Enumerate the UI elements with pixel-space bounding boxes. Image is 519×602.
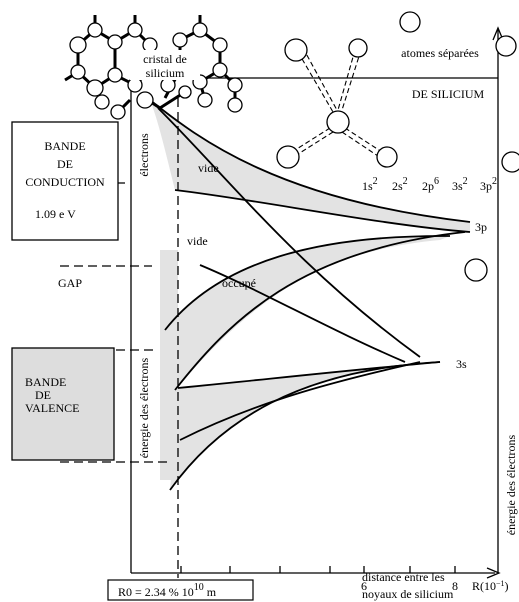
orbital-base: 2s [392, 179, 403, 193]
orbital-sup: 2 [492, 176, 497, 187]
energy-curves [149, 99, 471, 491]
valence-label: VALENCE [25, 401, 79, 415]
orbital-base: 3s [452, 179, 463, 193]
region-label: vide [198, 161, 219, 175]
energy-label: énergie des électrons [504, 434, 518, 535]
orbital-sup: 2 [463, 176, 468, 187]
crystal-label: cristal de [143, 52, 187, 66]
separated-atoms [276, 11, 519, 282]
gap-label: GAP [58, 276, 82, 290]
x-tick-label: 8 [452, 579, 458, 593]
orbital-base: 3p [480, 179, 492, 193]
region-label: occupé [222, 276, 256, 290]
region-label: vide [187, 234, 208, 248]
equilibrium-box [107, 579, 254, 601]
x-tick-label: 6 [361, 579, 367, 593]
orbital: 2p6 [422, 176, 439, 193]
valence-label: DE [35, 388, 51, 402]
orbital: 3p2 [480, 176, 497, 193]
x-unit: R(10−1) [472, 579, 509, 593]
orbital: 1s2 [362, 176, 378, 193]
frame [130, 26, 504, 579]
orbital: 2s2 [392, 176, 408, 193]
orbital: 3s2 [452, 176, 468, 193]
electrons-label: électrons [137, 133, 151, 177]
silicium-label: DE SILICIUM [412, 87, 485, 101]
atoms-label: atomes séparées [401, 46, 479, 60]
level-label: 3s [456, 357, 467, 371]
orbital-sup: 2 [403, 176, 408, 187]
conduction-label: BANDE [44, 139, 85, 153]
energy-label: énergie des électrons [137, 357, 151, 458]
x-axis-label: noyaux de silicium [362, 587, 454, 601]
x-axis-label: distance entre les [362, 570, 445, 584]
level-label: 3p [475, 220, 487, 234]
crystal-label: silicium [146, 66, 185, 80]
orbital-base: 1s [362, 179, 373, 193]
orbitals: 1s2 2s2 2p6 3s2 3p2 [362, 176, 497, 193]
valence-box [11, 347, 115, 461]
conduction-label: CONDUCTION [25, 175, 105, 189]
orbital-base: 2p [422, 179, 434, 193]
conduction-label: DE [57, 157, 73, 171]
conduction-box [11, 121, 119, 241]
crystal [64, 15, 243, 120]
valence-label: BANDE [25, 375, 66, 389]
gap-energy: 1.09 e V [35, 207, 76, 221]
equilibrium-label: R0 = 2.34 % 1010 m [118, 582, 217, 599]
orbital-sup: 6 [434, 176, 439, 187]
orbital-sup: 2 [373, 176, 378, 187]
